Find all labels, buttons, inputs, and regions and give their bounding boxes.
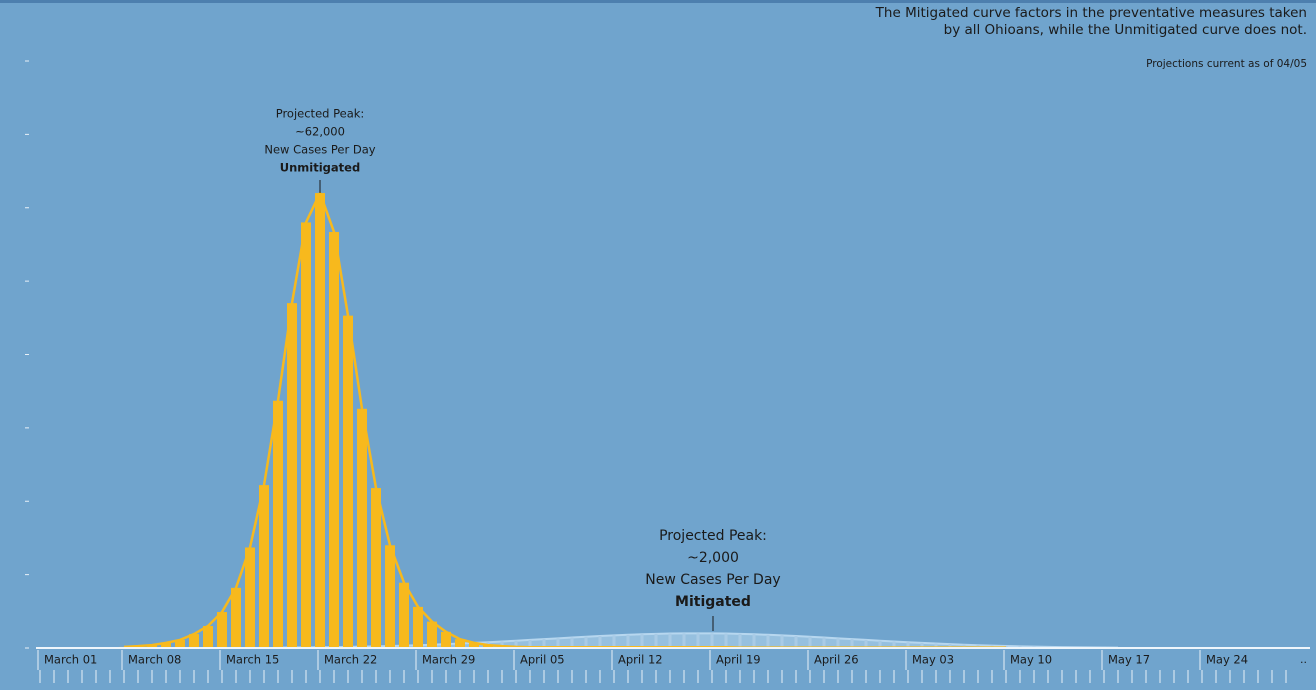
annotation-line: Projected Peak: [276,107,365,121]
bar [301,222,311,649]
note-line: The Mitigated curve factors in the preve… [875,5,1307,21]
bar [696,633,700,648]
bar [455,639,465,648]
bar [808,636,812,648]
bar [626,634,630,648]
bar [413,606,423,648]
bar [850,639,854,648]
bar [836,638,840,648]
top-band [0,0,1316,3]
bar [161,642,171,648]
x-tick-label: April 05 [520,653,565,667]
bar [962,644,966,648]
bar [654,633,658,648]
bar [822,637,826,648]
bar [948,644,952,648]
bar [794,636,798,648]
annotation-emphasis: Mitigated [675,594,751,610]
bar [343,315,353,648]
x-tick-label: April 19 [716,653,761,667]
bar [315,193,325,648]
bar [203,625,213,648]
bar [245,547,255,648]
bar [906,642,910,648]
bar [780,635,784,648]
x-tick-label: May 10 [1010,653,1052,667]
subnote: Projections current as of 04/05 [1146,58,1307,70]
bar [640,634,644,648]
bar [584,636,588,648]
plot-area: March 01 March 08 March 15 March 22 March 29… [25,60,1310,683]
x-tick-label: April 12 [618,653,663,667]
bar [710,633,714,648]
bar [542,639,546,648]
bar [329,231,339,648]
bar [217,612,227,648]
annotation-line: ~62,000 [295,125,345,139]
bar [357,408,367,648]
bar [441,631,451,648]
bar [385,545,395,648]
bar [598,636,602,648]
note-line: by all Ohioans, while the Unmitigated cu… [944,22,1307,38]
bar [399,582,409,648]
annotation-emphasis: Unmitigated [280,161,360,175]
annotation-line: New Cases Per Day [264,143,375,157]
bar [259,485,269,648]
x-tick-label: March 15 [226,653,279,667]
bar [500,641,504,648]
x-more-label: .. [1300,653,1307,666]
bar [738,633,742,648]
bar [469,642,479,648]
bar [514,640,518,648]
bar [892,641,896,648]
bar [934,643,938,648]
bar [273,400,283,648]
bar [612,635,616,648]
x-tick-label: March 29 [422,653,475,667]
bar [864,639,868,648]
bar [528,639,532,648]
bar [231,587,241,648]
bar [766,634,770,648]
x-tick-label: March 01 [44,653,97,667]
bar [483,645,493,648]
bar [287,303,297,648]
bar [556,638,560,648]
bar [175,639,185,648]
bar [147,645,157,648]
bar [189,634,199,648]
bar [724,633,728,648]
annotation-line: New Cases Per Day [645,572,780,588]
bar [668,633,672,648]
bar [752,634,756,648]
bar [371,488,381,648]
bar [427,621,437,648]
annotation-line: ~2,000 [687,550,739,566]
x-tick-label: May 03 [912,653,954,667]
x-tick-label: March 22 [324,653,377,667]
x-tick-label: May 17 [1108,653,1150,667]
bar [920,642,924,648]
bar [570,637,574,648]
bar [878,640,882,648]
x-tick-label: April 26 [814,653,859,667]
series-line [123,191,1006,649]
bar [682,633,686,648]
x-tick-label: May 24 [1206,653,1248,667]
annotation-line: Projected Peak: [659,528,767,544]
x-tick-label: March 08 [128,653,181,667]
